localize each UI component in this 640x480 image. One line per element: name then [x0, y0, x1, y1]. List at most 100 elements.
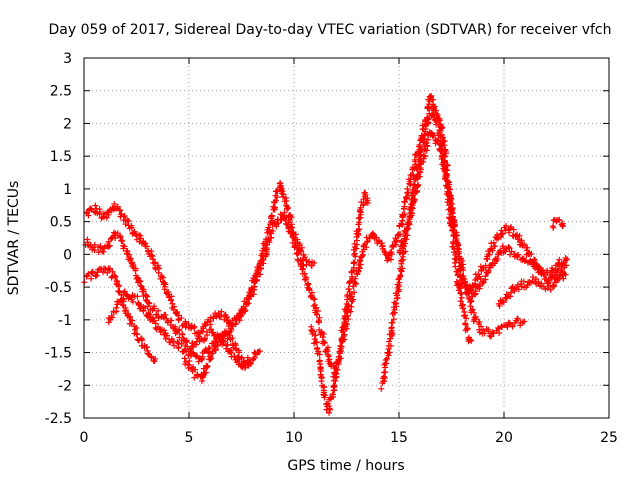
- data-point: [540, 271, 547, 278]
- series-arc-5: [181, 328, 254, 385]
- data-point: [548, 273, 555, 280]
- data-point: [521, 318, 528, 325]
- data-point: [125, 218, 132, 225]
- data-point: [401, 211, 408, 218]
- series-arc-12: [549, 216, 566, 231]
- data-point: [400, 238, 407, 245]
- data-point: [330, 377, 337, 384]
- y-axis-label: SDTVAR / TECUs: [6, 181, 22, 296]
- data-point: [169, 300, 176, 307]
- chart-title: Day 059 of 2017, Sidereal Day-to-day VTE…: [48, 22, 611, 38]
- data-point: [232, 320, 239, 327]
- data-point: [353, 245, 360, 252]
- data-point: [556, 256, 563, 263]
- data-point: [344, 312, 351, 319]
- data-point: [127, 255, 134, 262]
- data-point: [352, 280, 359, 287]
- data-point: [549, 265, 556, 272]
- data-point: [389, 331, 396, 338]
- data-point: [476, 281, 483, 288]
- data-point: [244, 354, 251, 361]
- data-point: [301, 254, 308, 261]
- data-point: [406, 178, 413, 185]
- data-point: [547, 286, 554, 293]
- data-point: [360, 251, 367, 258]
- data-point: [380, 378, 387, 385]
- data-point: [202, 322, 209, 329]
- data-point: [506, 245, 513, 252]
- data-point: [437, 142, 444, 149]
- series-arc-4: [105, 288, 263, 371]
- series-arc-6: [308, 189, 371, 416]
- data-point: [133, 325, 140, 332]
- data-point: [142, 297, 149, 304]
- data-point: [353, 241, 360, 248]
- data-point: [513, 252, 520, 259]
- data-point: [381, 369, 388, 376]
- data-point: [191, 374, 198, 381]
- series-arc-1: [83, 180, 318, 340]
- data-point: [193, 341, 200, 348]
- data-point: [312, 332, 319, 339]
- data-point: [391, 309, 398, 316]
- data-point: [327, 406, 334, 413]
- data-point: [351, 289, 358, 296]
- data-point: [467, 303, 474, 310]
- data-point: [114, 278, 121, 285]
- data-point: [384, 355, 391, 362]
- data-point: [508, 224, 515, 231]
- data-point: [489, 247, 496, 254]
- data-point: [563, 262, 570, 269]
- data-point: [385, 252, 392, 259]
- data-point: [529, 274, 536, 281]
- data-point: [457, 290, 464, 297]
- data-point: [155, 265, 162, 272]
- data-point: [258, 265, 265, 272]
- data-point: [84, 239, 91, 246]
- data-point: [468, 337, 475, 344]
- data-point: [143, 243, 150, 250]
- data-point: [251, 355, 258, 362]
- data-point: [356, 264, 363, 271]
- data-point: [346, 306, 353, 313]
- data-point: [393, 237, 400, 244]
- data-point: [235, 347, 242, 354]
- data-point: [111, 273, 118, 280]
- data-point: [340, 327, 347, 334]
- data-point: [489, 329, 496, 336]
- data-point: [241, 308, 248, 315]
- data-point: [484, 269, 491, 276]
- data-point: [344, 296, 351, 303]
- data-point: [201, 336, 208, 343]
- data-point: [484, 256, 491, 263]
- data-point: [507, 289, 514, 296]
- data-point: [140, 288, 147, 295]
- data-point: [520, 278, 527, 285]
- data-point: [327, 394, 334, 401]
- data-point: [402, 248, 409, 255]
- data-point: [425, 116, 432, 123]
- data-point: [106, 265, 113, 272]
- data-point: [357, 261, 364, 268]
- data-point: [330, 382, 337, 389]
- data-point: [387, 342, 394, 349]
- data-point: [134, 293, 141, 300]
- data-point: [238, 363, 245, 370]
- data-point: [87, 205, 94, 212]
- data-point: [382, 364, 389, 371]
- y-tick-label: 3: [63, 51, 72, 67]
- data-point: [397, 272, 404, 279]
- data-point: [186, 362, 193, 369]
- data-point: [281, 209, 288, 216]
- data-point: [106, 242, 113, 249]
- data-point: [386, 349, 393, 356]
- data-point: [521, 241, 528, 248]
- data-point: [137, 282, 144, 289]
- data-point: [120, 242, 127, 249]
- data-point: [348, 293, 355, 300]
- data-point: [199, 353, 206, 360]
- data-point: [266, 239, 273, 246]
- data-point: [292, 242, 299, 249]
- data-point: [390, 316, 397, 323]
- series-arc-8: [378, 103, 475, 392]
